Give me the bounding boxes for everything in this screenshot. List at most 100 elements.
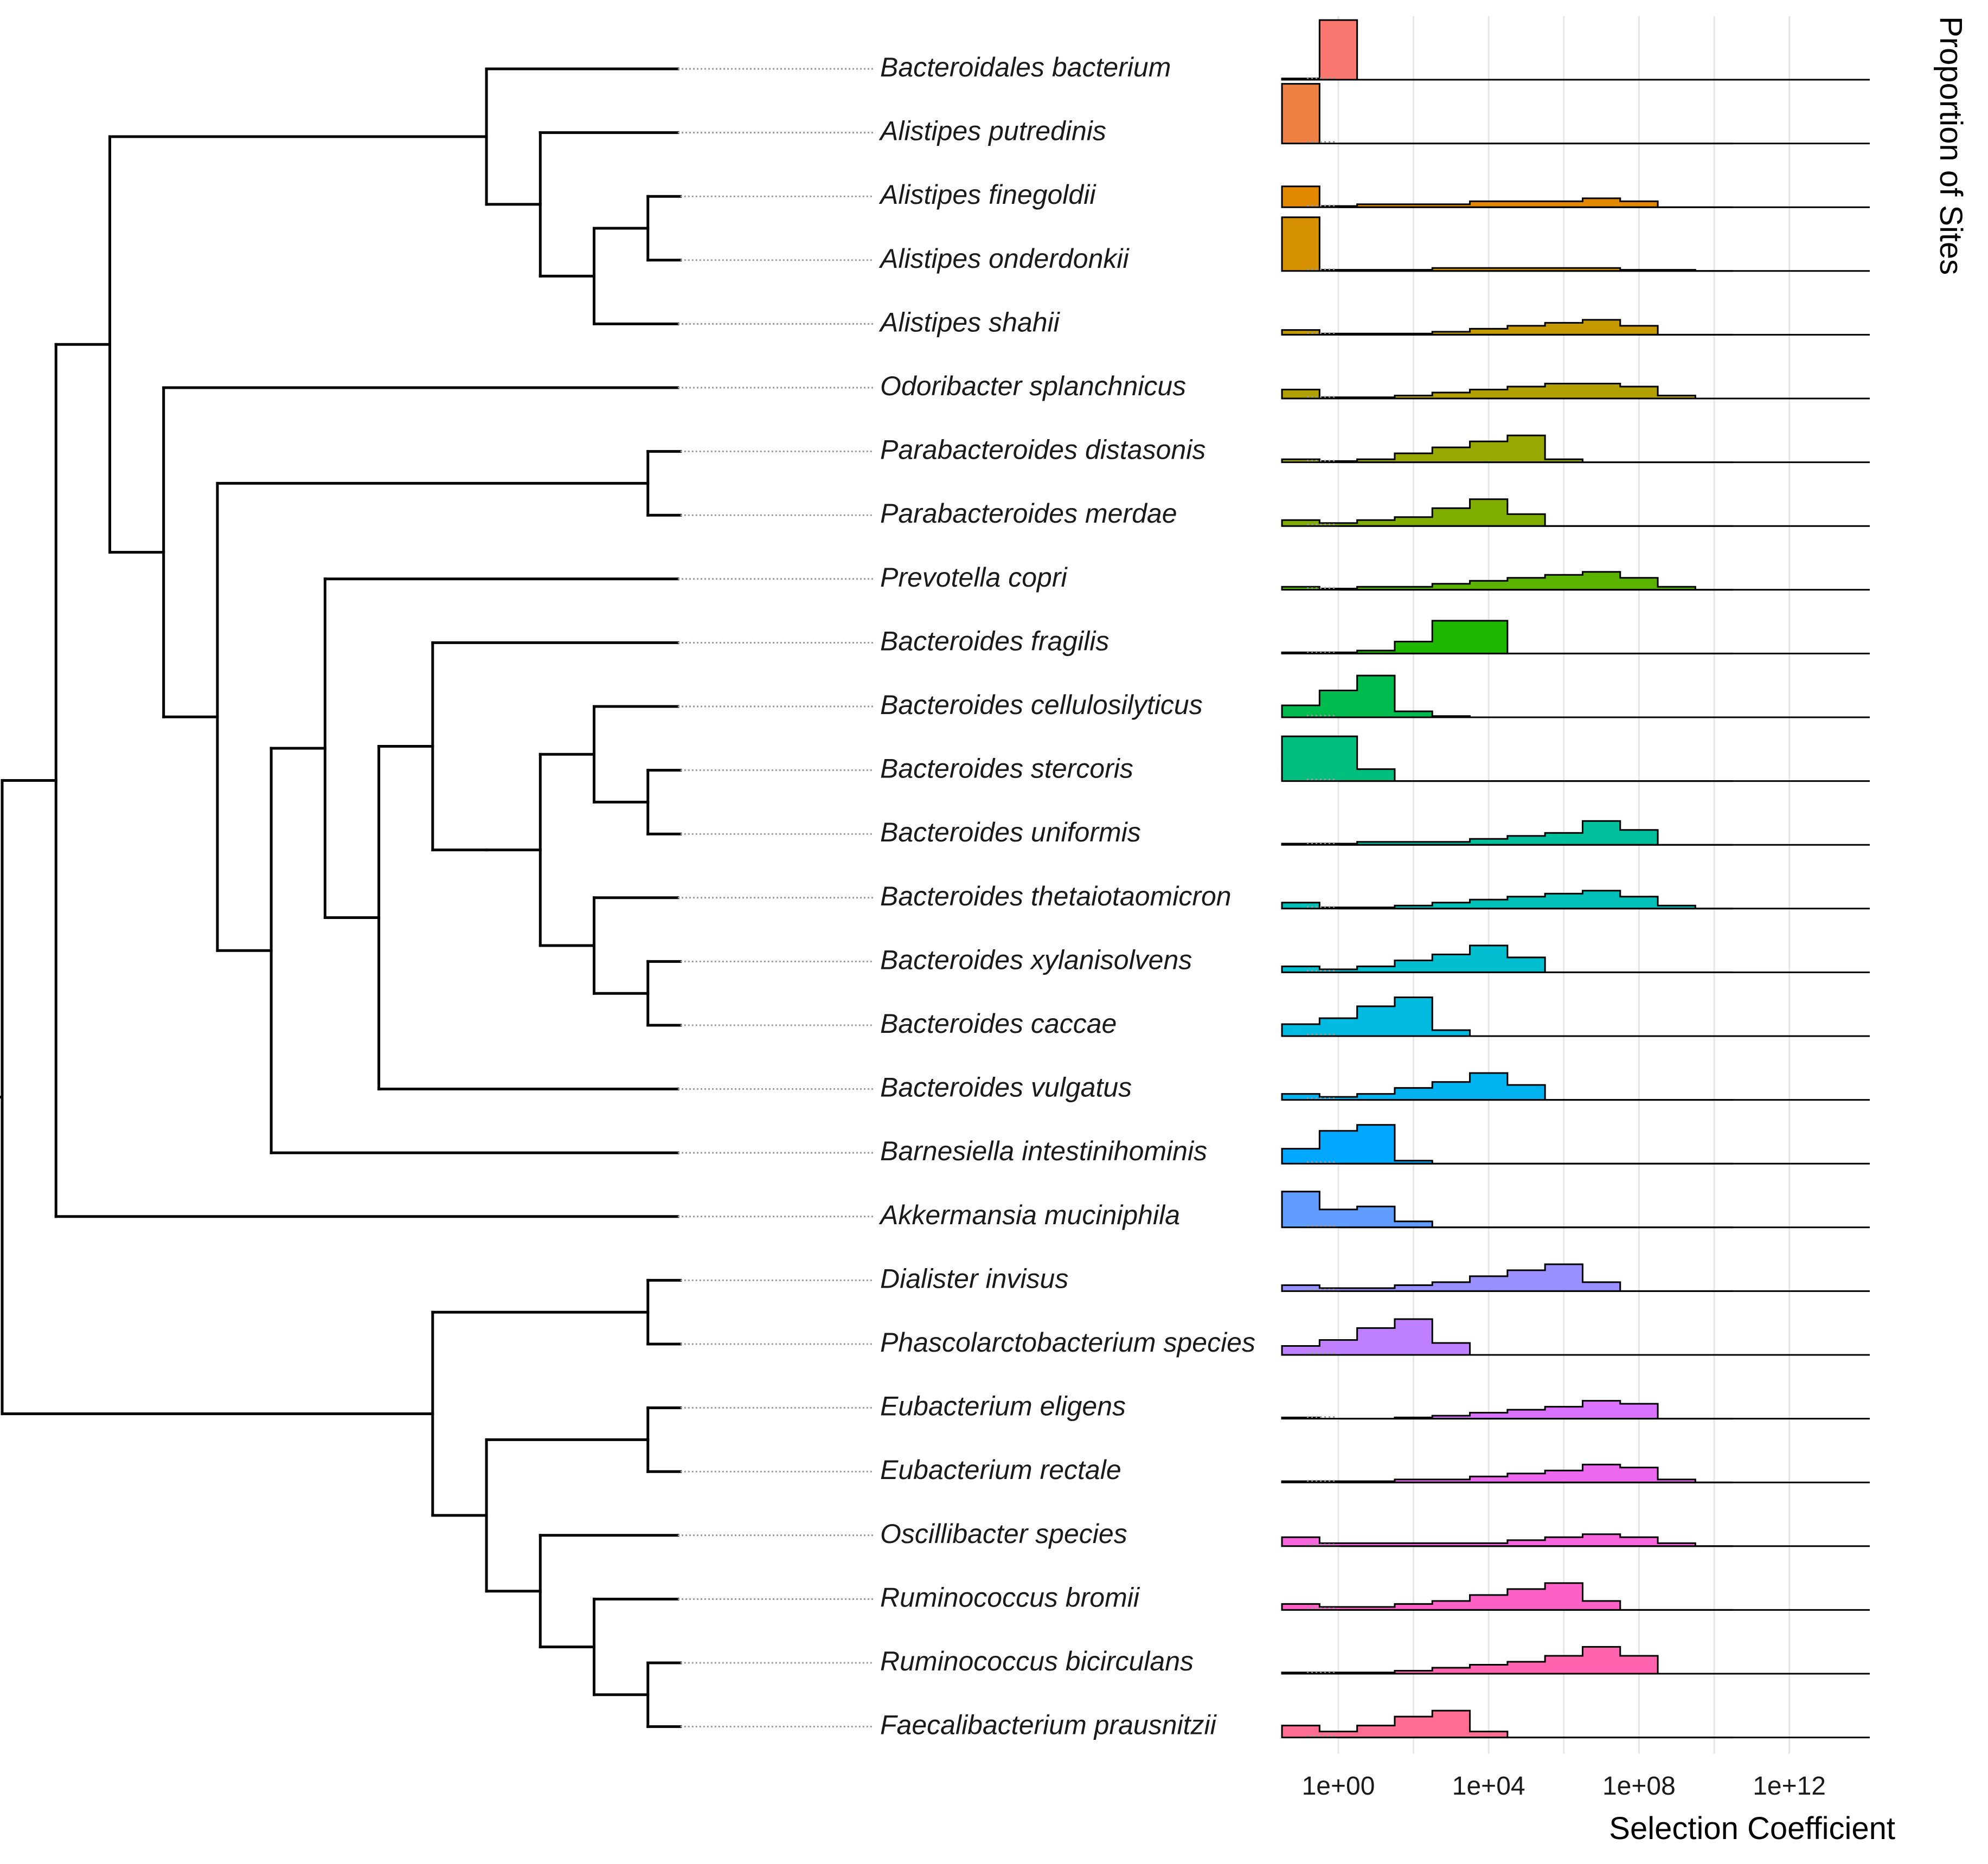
x-tick-label: 1e+08: [1602, 1772, 1676, 1801]
bin-bacteroides-cellulosilyticus-2: [1357, 676, 1395, 717]
ridge-bacteroides-vulgatus: [1281, 1072, 1870, 1101]
bin-odoribacter-splanchnicus-0: [1282, 390, 1319, 399]
ridge-eubacterium-eligens: [1281, 1400, 1870, 1420]
ridge-bacteroides-thetaiotaomicron: [1281, 890, 1870, 910]
histogram-eubacterium-rectale: [1281, 1463, 1733, 1483]
taxon-label-bacteroidales-bacterium: Bacteroidales bacterium: [880, 52, 1171, 82]
bin-odoribacter-splanchnicus-4: [1432, 393, 1470, 398]
bin-dialister-invisus-6: [1508, 1270, 1545, 1291]
ridge-bacteroidales-bacterium: [1281, 19, 1870, 81]
bin-bacteroides-stercoris-0: [1282, 736, 1319, 781]
bin-dialister-invisus-8: [1582, 1282, 1620, 1291]
bin-alistipes-finegoldii-9: [1620, 201, 1658, 207]
bin-barnesiella-intestinihominis-1: [1319, 1131, 1357, 1164]
bin-bacteroides-thetaiotaomicron-6: [1508, 897, 1545, 909]
tip-leader-lines: [678, 68, 874, 1728]
ridge-barnesiella-intestinihominis: [1281, 1124, 1870, 1165]
ridge-ruminococcus-bicirculans: [1281, 1646, 1870, 1675]
histogram-bacteroides-thetaiotaomicron: [1281, 890, 1733, 910]
bin-ruminococcus-bicirculans-9: [1620, 1656, 1658, 1674]
taxon-label-ruminococcus-bicirculans: Ruminococcus bicirculans: [880, 1646, 1194, 1676]
ridge-alistipes-onderdonkii: [1281, 216, 1870, 272]
taxon-label-dialister-invisus: Dialister invisus: [880, 1263, 1068, 1294]
bin-bacteroides-xylanisolvens-6: [1508, 957, 1545, 973]
bin-dialister-invisus-0: [1282, 1285, 1319, 1291]
bin-alistipes-finegoldii-8: [1582, 198, 1620, 208]
bin-prevotella-copri-8: [1582, 572, 1620, 590]
taxon-label-alistipes-finegoldii: Alistipes finegoldii: [878, 179, 1096, 210]
ridge-parabacteroides-merdae: [1281, 498, 1870, 527]
bin-bacteroides-vulgatus-5: [1470, 1073, 1508, 1100]
bin-alistipes-shahii-7: [1545, 323, 1582, 335]
bin-bacteroides-caccae-2: [1357, 1006, 1395, 1036]
bin-eubacterium-rectale-6: [1508, 1474, 1545, 1483]
bin-akkermansia-muciniphila-1: [1319, 1210, 1357, 1227]
bin-bacteroides-stercoris-2: [1357, 769, 1395, 781]
histogram-alistipes-shahii: [1281, 319, 1733, 336]
bin-phascolarctobacterium-species-4: [1432, 1343, 1470, 1355]
ridge-phascolarctobacterium-species: [1281, 1318, 1870, 1356]
bin-bacteroides-uniformis-0: [1282, 844, 1319, 845]
bin-faecalibacterium-prausnitzii-3: [1395, 1717, 1432, 1738]
bin-akkermansia-muciniphila-0: [1282, 1192, 1319, 1227]
bin-alistipes-shahii-5: [1470, 329, 1508, 335]
bin-bacteroides-thetaiotaomicron-5: [1470, 899, 1508, 909]
bin-ruminococcus-bromii-4: [1432, 1601, 1470, 1610]
bin-bacteroides-uniformis-9: [1620, 830, 1658, 845]
bin-dialister-invisus-3: [1395, 1285, 1432, 1291]
bin-bacteroides-uniformis-5: [1470, 839, 1508, 845]
ridge-eubacterium-rectale: [1281, 1463, 1870, 1483]
bin-prevotella-copri-4: [1432, 584, 1470, 590]
bin-bacteroides-vulgatus-2: [1357, 1094, 1395, 1100]
bin-faecalibacterium-prausnitzii-5: [1470, 1732, 1508, 1738]
x-tick-label: 1e+00: [1302, 1772, 1375, 1801]
bin-ruminococcus-bromii-0: [1282, 1604, 1319, 1610]
taxon-label-eubacterium-rectale: Eubacterium rectale: [880, 1455, 1121, 1485]
bin-faecalibacterium-prausnitzii-2: [1357, 1726, 1395, 1738]
histogram-odoribacter-splanchnicus: [1281, 383, 1733, 400]
bin-bacteroides-vulgatus-3: [1395, 1088, 1432, 1100]
bin-prevotella-copri-0: [1282, 587, 1319, 590]
bin-alistipes-putredinis-0: [1282, 84, 1319, 144]
bin-phascolarctobacterium-species-0: [1282, 1346, 1319, 1355]
bin-bacteroides-uniformis-7: [1545, 833, 1582, 845]
bin-odoribacter-splanchnicus-6: [1508, 387, 1545, 398]
taxon-label-bacteroides-uniformis: Bacteroides uniformis: [880, 817, 1141, 847]
bin-bacteroides-caccae-4: [1432, 1030, 1470, 1036]
bin-parabacteroides-distasonis-5: [1470, 441, 1508, 462]
phylogenetic-tree: [0, 67, 682, 1728]
bin-alistipes-finegoldii-7: [1545, 201, 1582, 207]
ridge-parabacteroides-distasonis: [1281, 434, 1870, 464]
histogram-ruminococcus-bicirculans: [1281, 1646, 1733, 1675]
bin-bacteroides-thetaiotaomicron-4: [1432, 903, 1470, 909]
taxon-label-alistipes-shahii: Alistipes shahii: [878, 307, 1061, 337]
ridge-oscillibacter-species: [1281, 1533, 1870, 1547]
x-axis: 1e+00 1e+04 1e+08 1e+12: [1302, 1772, 1826, 1801]
ridge-alistipes-shahii: [1281, 319, 1870, 336]
bin-faecalibacterium-prausnitzii-0: [1282, 1726, 1319, 1738]
ridge-alistipes-putredinis: [1281, 83, 1870, 145]
bin-bacteroides-cellulosilyticus-1: [1319, 691, 1357, 718]
bin-bacteroides-xylanisolvens-4: [1432, 954, 1470, 972]
bin-bacteroides-vulgatus-6: [1508, 1085, 1545, 1100]
taxon-label-bacteroides-cellulosilyticus: Bacteroides cellulosilyticus: [880, 690, 1203, 720]
bin-eubacterium-eligens-0: [1282, 1417, 1319, 1418]
bin-ruminococcus-bromii-5: [1470, 1595, 1508, 1610]
bin-parabacteroides-merdae-5: [1470, 499, 1508, 526]
bin-bacteroides-fragilis-3: [1395, 641, 1432, 653]
bin-alistipes-shahii-9: [1620, 326, 1658, 335]
bin-phascolarctobacterium-species-2: [1357, 1328, 1395, 1355]
bin-alistipes-finegoldii-6: [1508, 201, 1545, 207]
taxon-label-alistipes-onderdonkii: Alistipes onderdonkii: [878, 243, 1130, 274]
taxon-label-bacteroides-thetaiotaomicron: Bacteroides thetaiotaomicron: [880, 881, 1232, 911]
bin-ruminococcus-bromii-7: [1545, 1583, 1582, 1610]
bin-bacteroides-vulgatus-4: [1432, 1082, 1470, 1100]
bin-parabacteroides-distasonis-0: [1282, 459, 1319, 462]
bin-barnesiella-intestinihominis-0: [1282, 1149, 1319, 1164]
bin-alistipes-finegoldii-0: [1282, 187, 1319, 208]
bin-parabacteroides-merdae-4: [1432, 508, 1470, 526]
bin-bacteroides-fragilis-0: [1282, 652, 1319, 653]
bin-parabacteroides-merdae-0: [1282, 520, 1319, 526]
ridge-bacteroides-stercoris: [1281, 735, 1870, 782]
